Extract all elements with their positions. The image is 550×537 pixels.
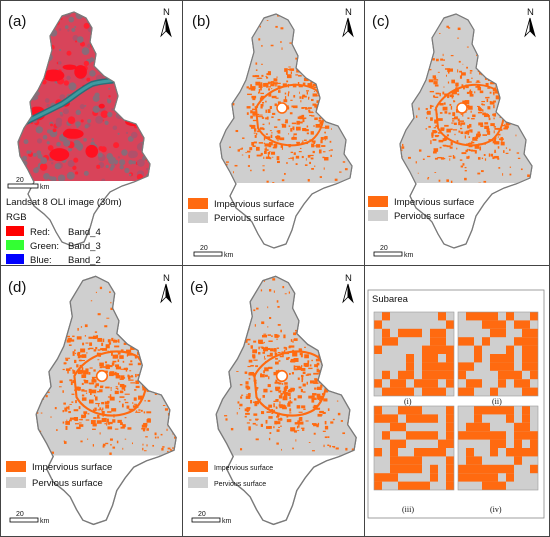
- band-red: Red: Band_4: [6, 226, 101, 238]
- panel-d-legend: Impervious surface Pervious surface: [6, 461, 112, 489]
- band-red-swatch: [6, 226, 24, 236]
- subarea-grid-3: [373, 405, 455, 491]
- pervious-label: Pervious surface: [394, 211, 465, 222]
- north-arrow-icon: N: [342, 7, 354, 38]
- panel-label-c: (c): [372, 13, 390, 30]
- landsat-title: Landsat 8 OLI image (30m): [6, 197, 122, 208]
- north-arrow-icon: N: [342, 273, 354, 304]
- subarea-title: Subarea: [372, 294, 409, 305]
- scalebar-e: 20 km: [191, 511, 232, 525]
- impervious-swatch: [188, 198, 208, 209]
- north-label: N: [345, 273, 352, 284]
- pervious-label: Pervious surface: [214, 481, 266, 488]
- subarea-label-i: (i): [404, 397, 412, 406]
- scalebar-e-unit: km: [222, 518, 232, 525]
- impervious-swatch: [188, 461, 208, 472]
- pervious-swatch: [188, 212, 208, 223]
- impervious-label: Impervious surface: [214, 465, 273, 472]
- north-label: N: [163, 273, 170, 284]
- scalebar-a-value: 20: [16, 177, 24, 184]
- impervious-label: Impervious surface: [214, 199, 294, 210]
- subarea-panel: Subarea (i) (ii) (iii) (iv): [367, 289, 545, 519]
- panel-a-legend: 20 km Landsat 8 OLI image (30m) RGB Red:…: [6, 177, 122, 266]
- pervious-swatch: [188, 477, 208, 488]
- band-red-name: Band_4: [68, 227, 101, 238]
- subarea-label-iv: (iv): [490, 505, 502, 514]
- impervious-swatch: [6, 461, 26, 472]
- subarea-grid-1: [373, 311, 455, 397]
- scalebar-d: 20 km: [9, 511, 50, 525]
- band-green-channel: Green:: [30, 241, 59, 252]
- scalebar-c-value: 20: [380, 245, 388, 252]
- subarea-grid-2: [457, 311, 539, 397]
- panel-e-legend: Impervious surface Pervious surface: [188, 461, 273, 488]
- north-arrow-icon: N: [160, 273, 172, 304]
- band-green-name: Band_3: [68, 241, 101, 252]
- panel-label-e: (e): [190, 279, 208, 296]
- map-a: [17, 11, 151, 247]
- north-arrow-icon: N: [524, 7, 536, 38]
- scalebar-b-value: 20: [200, 245, 208, 252]
- pervious-label: Pervious surface: [214, 213, 285, 224]
- scalebar-a-unit: km: [40, 184, 50, 191]
- north-label: N: [527, 7, 534, 18]
- pervious-label: Pervious surface: [32, 478, 103, 489]
- north-arrow-icon: N: [160, 7, 172, 38]
- north-label: N: [163, 7, 170, 18]
- north-label: N: [345, 7, 352, 18]
- scalebar-c: 20 km: [373, 245, 414, 259]
- band-green: Green: Band_3: [6, 240, 101, 252]
- pervious-swatch: [6, 477, 26, 488]
- band-red-channel: Red:: [30, 227, 50, 238]
- panel-label-a: (a): [8, 13, 26, 30]
- rgb-heading: RGB: [6, 212, 27, 223]
- band-green-swatch: [6, 240, 24, 250]
- scalebar-a: 20 km: [7, 177, 50, 191]
- subarea-grid-4: [457, 405, 539, 491]
- scalebar-b-unit: km: [224, 252, 234, 259]
- pervious-swatch: [368, 210, 388, 221]
- panel-c-legend: Impervious surface Pervious surface: [368, 196, 474, 222]
- scalebar-d-value: 20: [16, 511, 24, 518]
- impervious-swatch: [368, 196, 388, 207]
- panel-b-legend: Impervious surface Pervious surface: [188, 198, 294, 224]
- impervious-label: Impervious surface: [394, 197, 474, 208]
- scalebar-b: 20 km: [193, 245, 234, 259]
- scalebar-e-value: 20: [198, 511, 206, 518]
- impervious-label: Impervious surface: [32, 462, 112, 473]
- band-blue: Blue: Band_2: [6, 254, 101, 266]
- scalebar-d-unit: km: [40, 518, 50, 525]
- band-blue-name: Band_2: [68, 255, 101, 266]
- band-blue-channel: Blue:: [30, 255, 52, 266]
- map-b: [219, 13, 353, 249]
- band-blue-swatch: [6, 254, 24, 264]
- scalebar-c-unit: km: [404, 252, 414, 259]
- panel-label-d: (d): [8, 279, 26, 296]
- subarea-label-ii: (ii): [492, 397, 502, 406]
- panel-label-b: (b): [192, 13, 210, 30]
- subarea-label-iii: (iii): [402, 505, 414, 514]
